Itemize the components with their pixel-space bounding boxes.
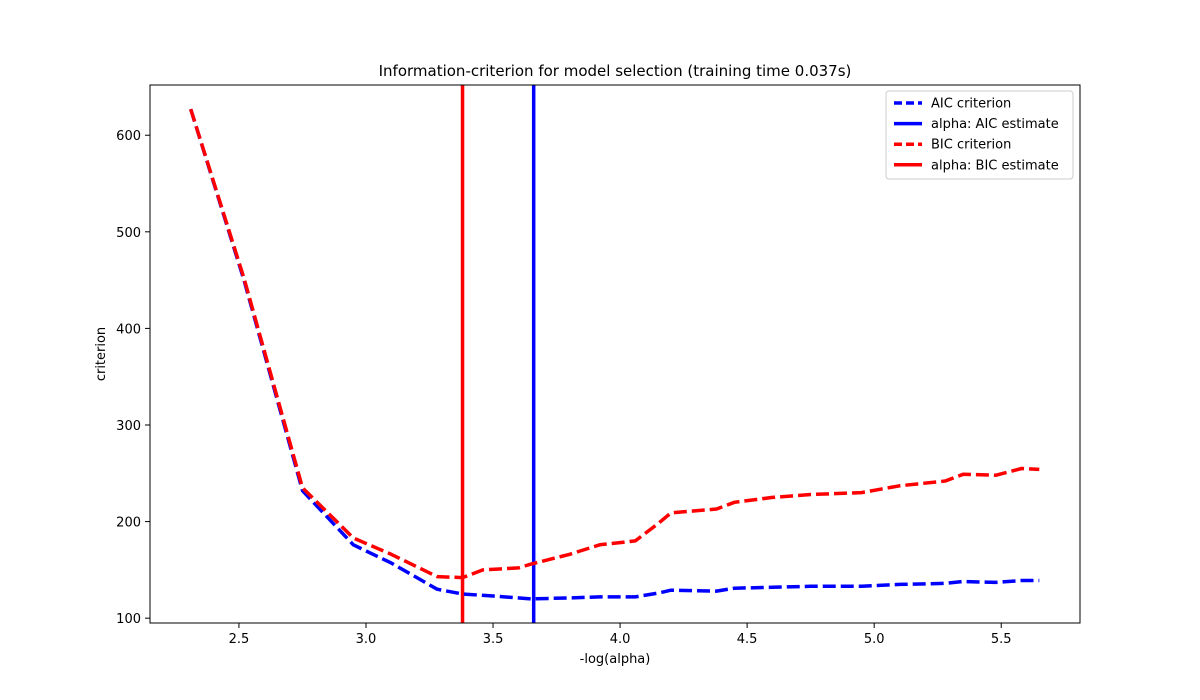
y-tick-label: 100 bbox=[116, 612, 141, 627]
y-tick-label: 200 bbox=[116, 516, 141, 531]
legend-label-alpha-bic-estimate: alpha: BIC estimate bbox=[931, 158, 1059, 173]
x-tick-label: 5.0 bbox=[864, 632, 885, 647]
legend: AIC criterion alpha: AIC estimate BIC crit… bbox=[885, 90, 1074, 180]
y-tick-label: 500 bbox=[116, 226, 141, 241]
series-line-aic-criterion bbox=[189, 108, 1040, 601]
legend-label-aic-criterion: AIC criterion bbox=[931, 97, 1011, 112]
plot-area: 2.5 3.0 3.5 4.0 4.5 5.0 5.5 100 200 300 400 500 600 bbox=[116, 84, 1081, 647]
y-tick-label: 600 bbox=[116, 129, 141, 144]
y-tick-label: 300 bbox=[116, 419, 141, 434]
series-line-bic-criterion bbox=[189, 108, 1040, 580]
legend-label-alpha-aic-estimate: alpha: AIC estimate bbox=[931, 117, 1059, 132]
x-tick-label: 3.5 bbox=[483, 632, 504, 647]
x-tick-label: 4.0 bbox=[610, 632, 631, 647]
x-tick-label: 3.0 bbox=[356, 632, 377, 647]
y-tick-label: 400 bbox=[116, 322, 141, 337]
x-tick-label: 4.5 bbox=[737, 632, 758, 647]
chart-title: Information-criterion for model selectio… bbox=[379, 62, 852, 80]
x-tick-label: 5.5 bbox=[991, 632, 1012, 647]
legend-box bbox=[885, 90, 1074, 180]
y-axis-label: criterion bbox=[94, 327, 109, 381]
legend-label-bic-criterion: BIC criterion bbox=[931, 138, 1011, 153]
x-tick-label: 2.5 bbox=[229, 632, 250, 647]
x-axis-label: -log(alpha) bbox=[580, 652, 651, 667]
axes-frame bbox=[149, 84, 1081, 624]
